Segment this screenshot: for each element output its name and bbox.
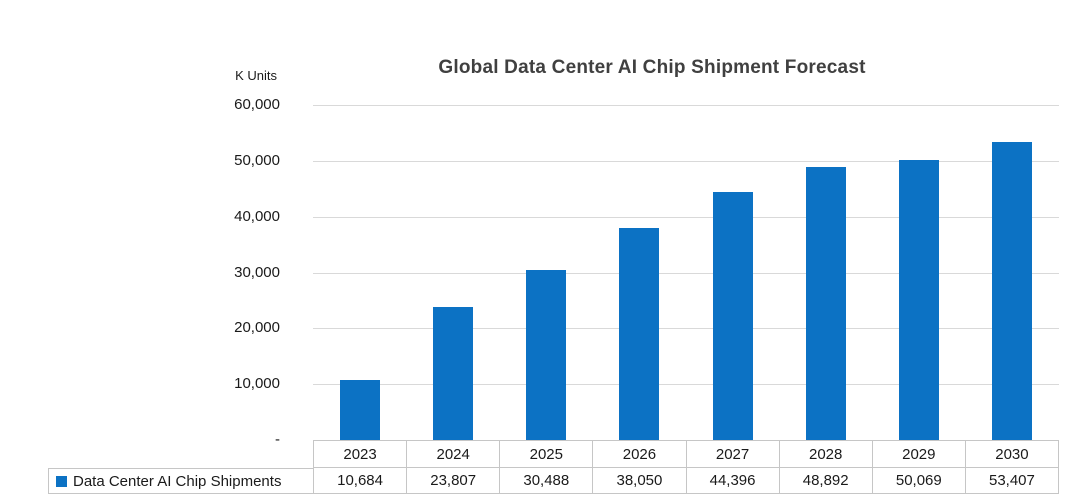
gridline [313,384,1059,386]
chart-title: Global Data Center AI Chip Shipment Fore… [438,57,866,78]
table-values-row: 10,684 23,807 30,488 38,050 44,396 48,892 50,0… [314,468,1059,494]
bar-2028 [805,167,846,440]
value-cell: 48,892 [779,468,873,494]
bar-2029 [899,160,940,440]
y-tick-label: 20,000 [234,319,280,337]
plot-area [313,105,1059,440]
y-tick-label: - [275,431,280,448]
gridline [313,160,1059,162]
year-header-cell: 2025 [500,440,594,468]
bar-2024 [432,307,473,440]
value-cell: 44,396 [686,468,780,494]
gridline [313,105,1059,106]
year-header-cell: 2024 [407,440,501,468]
bar-2027 [712,192,753,440]
y-axis-unit-label: K Units [235,68,277,83]
y-tick-label: 40,000 [234,207,280,225]
bar-2030 [992,141,1033,440]
bar-2025 [526,269,567,440]
legend-cell: Data Center AI Chip Shipments [48,468,313,494]
y-tick-label: 10,000 [234,375,280,393]
y-axis: - 10,000 20,000 30,000 40,000 50,000 60,000 [190,0,290,460]
value-cell: 38,050 [593,468,687,494]
year-header-cell: 2027 [686,440,780,468]
value-cell: 53,407 [965,468,1059,494]
series-label: Data Center AI Chip Shipments [73,472,282,490]
series-swatch-icon [56,475,67,487]
gridline [313,216,1059,218]
value-cell: 23,807 [407,468,501,494]
year-header-cell: 2028 [779,440,873,468]
year-header-cell: 2030 [965,440,1059,468]
year-header-cell: 2029 [872,440,966,468]
gridline [313,272,1059,274]
bar-2023 [339,380,380,440]
bar-2026 [619,227,660,440]
y-tick-label: 50,000 [234,151,280,169]
gridline [313,328,1059,330]
value-cell: 10,684 [314,468,408,494]
year-header-cell: 2023 [314,440,408,468]
data-table: 2023 2024 2025 2026 2027 2028 2029 2030 10,684 2… [313,440,1059,494]
table-year-header-row: 2023 2024 2025 2026 2027 2028 2029 2030 [314,440,1059,468]
value-cell: 50,069 [872,468,966,494]
y-tick-label: 30,000 [234,263,280,281]
year-header-cell: 2026 [593,440,687,468]
value-cell: 30,488 [500,468,594,494]
y-tick-label: 60,000 [234,96,280,113]
